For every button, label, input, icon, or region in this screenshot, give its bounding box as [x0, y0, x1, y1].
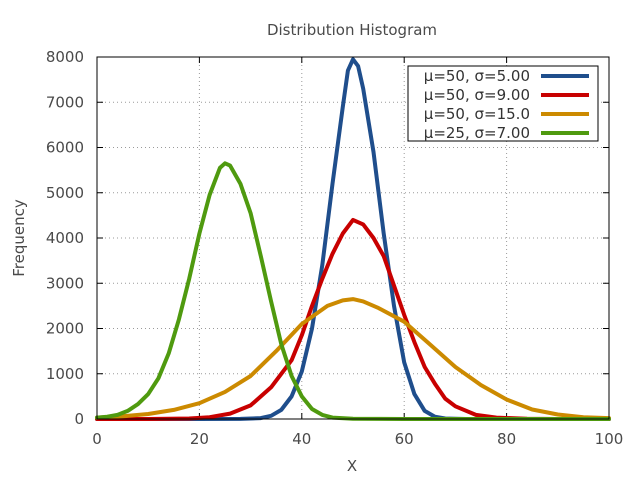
series-line-2	[95, 217, 611, 421]
x-tick-label: 0	[92, 430, 102, 448]
x-tick-label: 20	[190, 430, 209, 448]
legend-box	[407, 65, 599, 142]
y-tick-label: 7000	[46, 93, 84, 111]
y-tick-label: 4000	[46, 229, 84, 247]
y-tick-label: 6000	[46, 139, 84, 157]
y-tick-label: 1000	[46, 365, 84, 383]
x-tick-label: 60	[395, 430, 414, 448]
legend-label: μ=50, σ=9.00	[424, 86, 530, 104]
y-tick-label: 0	[74, 410, 84, 428]
y-tick-label: 8000	[46, 48, 84, 66]
series-line-1	[95, 57, 611, 421]
legend: μ=50, σ=5.00μ=50, σ=9.00μ=50, σ=15.0μ=25…	[407, 65, 599, 142]
x-tick-label: 80	[497, 430, 516, 448]
axis-ticks: 0 20 40 60 80 1000100020003000400050006000700…	[46, 48, 624, 448]
legend-label: μ=50, σ=5.00	[424, 67, 530, 85]
chart-title: Distribution Histogram	[267, 21, 437, 39]
x-axis-label: X	[347, 457, 357, 475]
legend-label: μ=25, σ=7.00	[424, 124, 530, 142]
legend-label: μ=50, σ=15.0	[424, 105, 530, 123]
x-tick-label: 40	[292, 430, 311, 448]
y-tick-label: 2000	[46, 320, 84, 338]
series-line-3	[95, 297, 611, 421]
x-tick-label: 100	[595, 430, 624, 448]
series-line-4	[95, 161, 611, 421]
y-tick-label: 5000	[46, 184, 84, 202]
y-tick-label: 3000	[46, 274, 84, 292]
series-layer	[95, 57, 611, 421]
y-axis-label: Frequency	[10, 199, 28, 277]
plot-frame	[96, 56, 610, 420]
